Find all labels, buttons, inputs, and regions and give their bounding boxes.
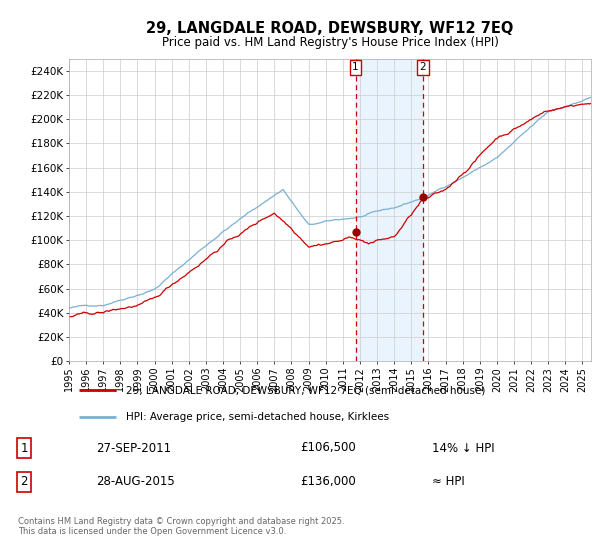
Text: 14% ↓ HPI: 14% ↓ HPI <box>432 441 494 455</box>
Text: 2: 2 <box>20 475 28 488</box>
Text: £136,000: £136,000 <box>300 475 356 488</box>
Text: ≈ HPI: ≈ HPI <box>432 475 465 488</box>
Text: 1: 1 <box>20 441 28 455</box>
Text: 28-AUG-2015: 28-AUG-2015 <box>96 475 175 488</box>
Bar <box>356 59 422 361</box>
Text: HPI: Average price, semi-detached house, Kirklees: HPI: Average price, semi-detached house,… <box>127 412 389 422</box>
Text: Contains HM Land Registry data © Crown copyright and database right 2025.
This d: Contains HM Land Registry data © Crown c… <box>18 517 344 536</box>
Text: 29, LANGDALE ROAD, DEWSBURY, WF12 7EQ (semi-detached house): 29, LANGDALE ROAD, DEWSBURY, WF12 7EQ (s… <box>127 385 486 395</box>
Text: £106,500: £106,500 <box>300 441 356 455</box>
Text: 1: 1 <box>352 62 359 72</box>
Text: Price paid vs. HM Land Registry's House Price Index (HPI): Price paid vs. HM Land Registry's House … <box>161 36 499 49</box>
Text: 27-SEP-2011: 27-SEP-2011 <box>96 441 171 455</box>
Text: 29, LANGDALE ROAD, DEWSBURY, WF12 7EQ: 29, LANGDALE ROAD, DEWSBURY, WF12 7EQ <box>146 21 514 36</box>
Text: 2: 2 <box>419 62 426 72</box>
